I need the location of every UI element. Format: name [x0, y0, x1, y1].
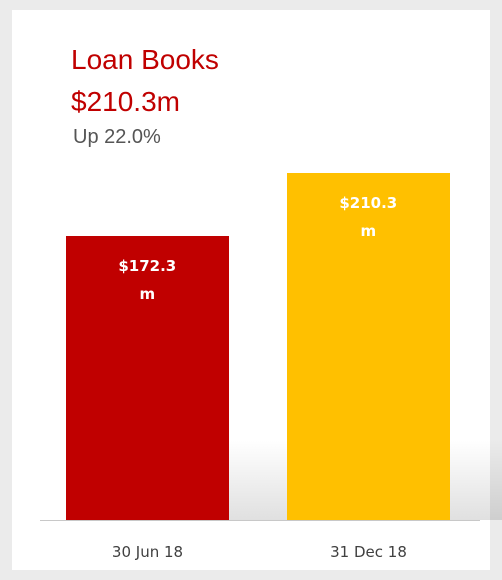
- chart-subtitle: $210.3m: [71, 86, 180, 117]
- baseline: [40, 520, 480, 521]
- bar: [66, 235, 229, 520]
- x-tick-label: 30 Jun 18: [111, 543, 184, 561]
- value-label: $172.3m: [118, 256, 177, 303]
- x-tick-label: 31 Dec 18: [330, 543, 407, 561]
- value-label: $210.3m: [339, 194, 398, 240]
- chart-title: Loan Books: [71, 44, 219, 75]
- bar: [287, 173, 450, 520]
- annotation: Up 22.0%: [73, 126, 161, 148]
